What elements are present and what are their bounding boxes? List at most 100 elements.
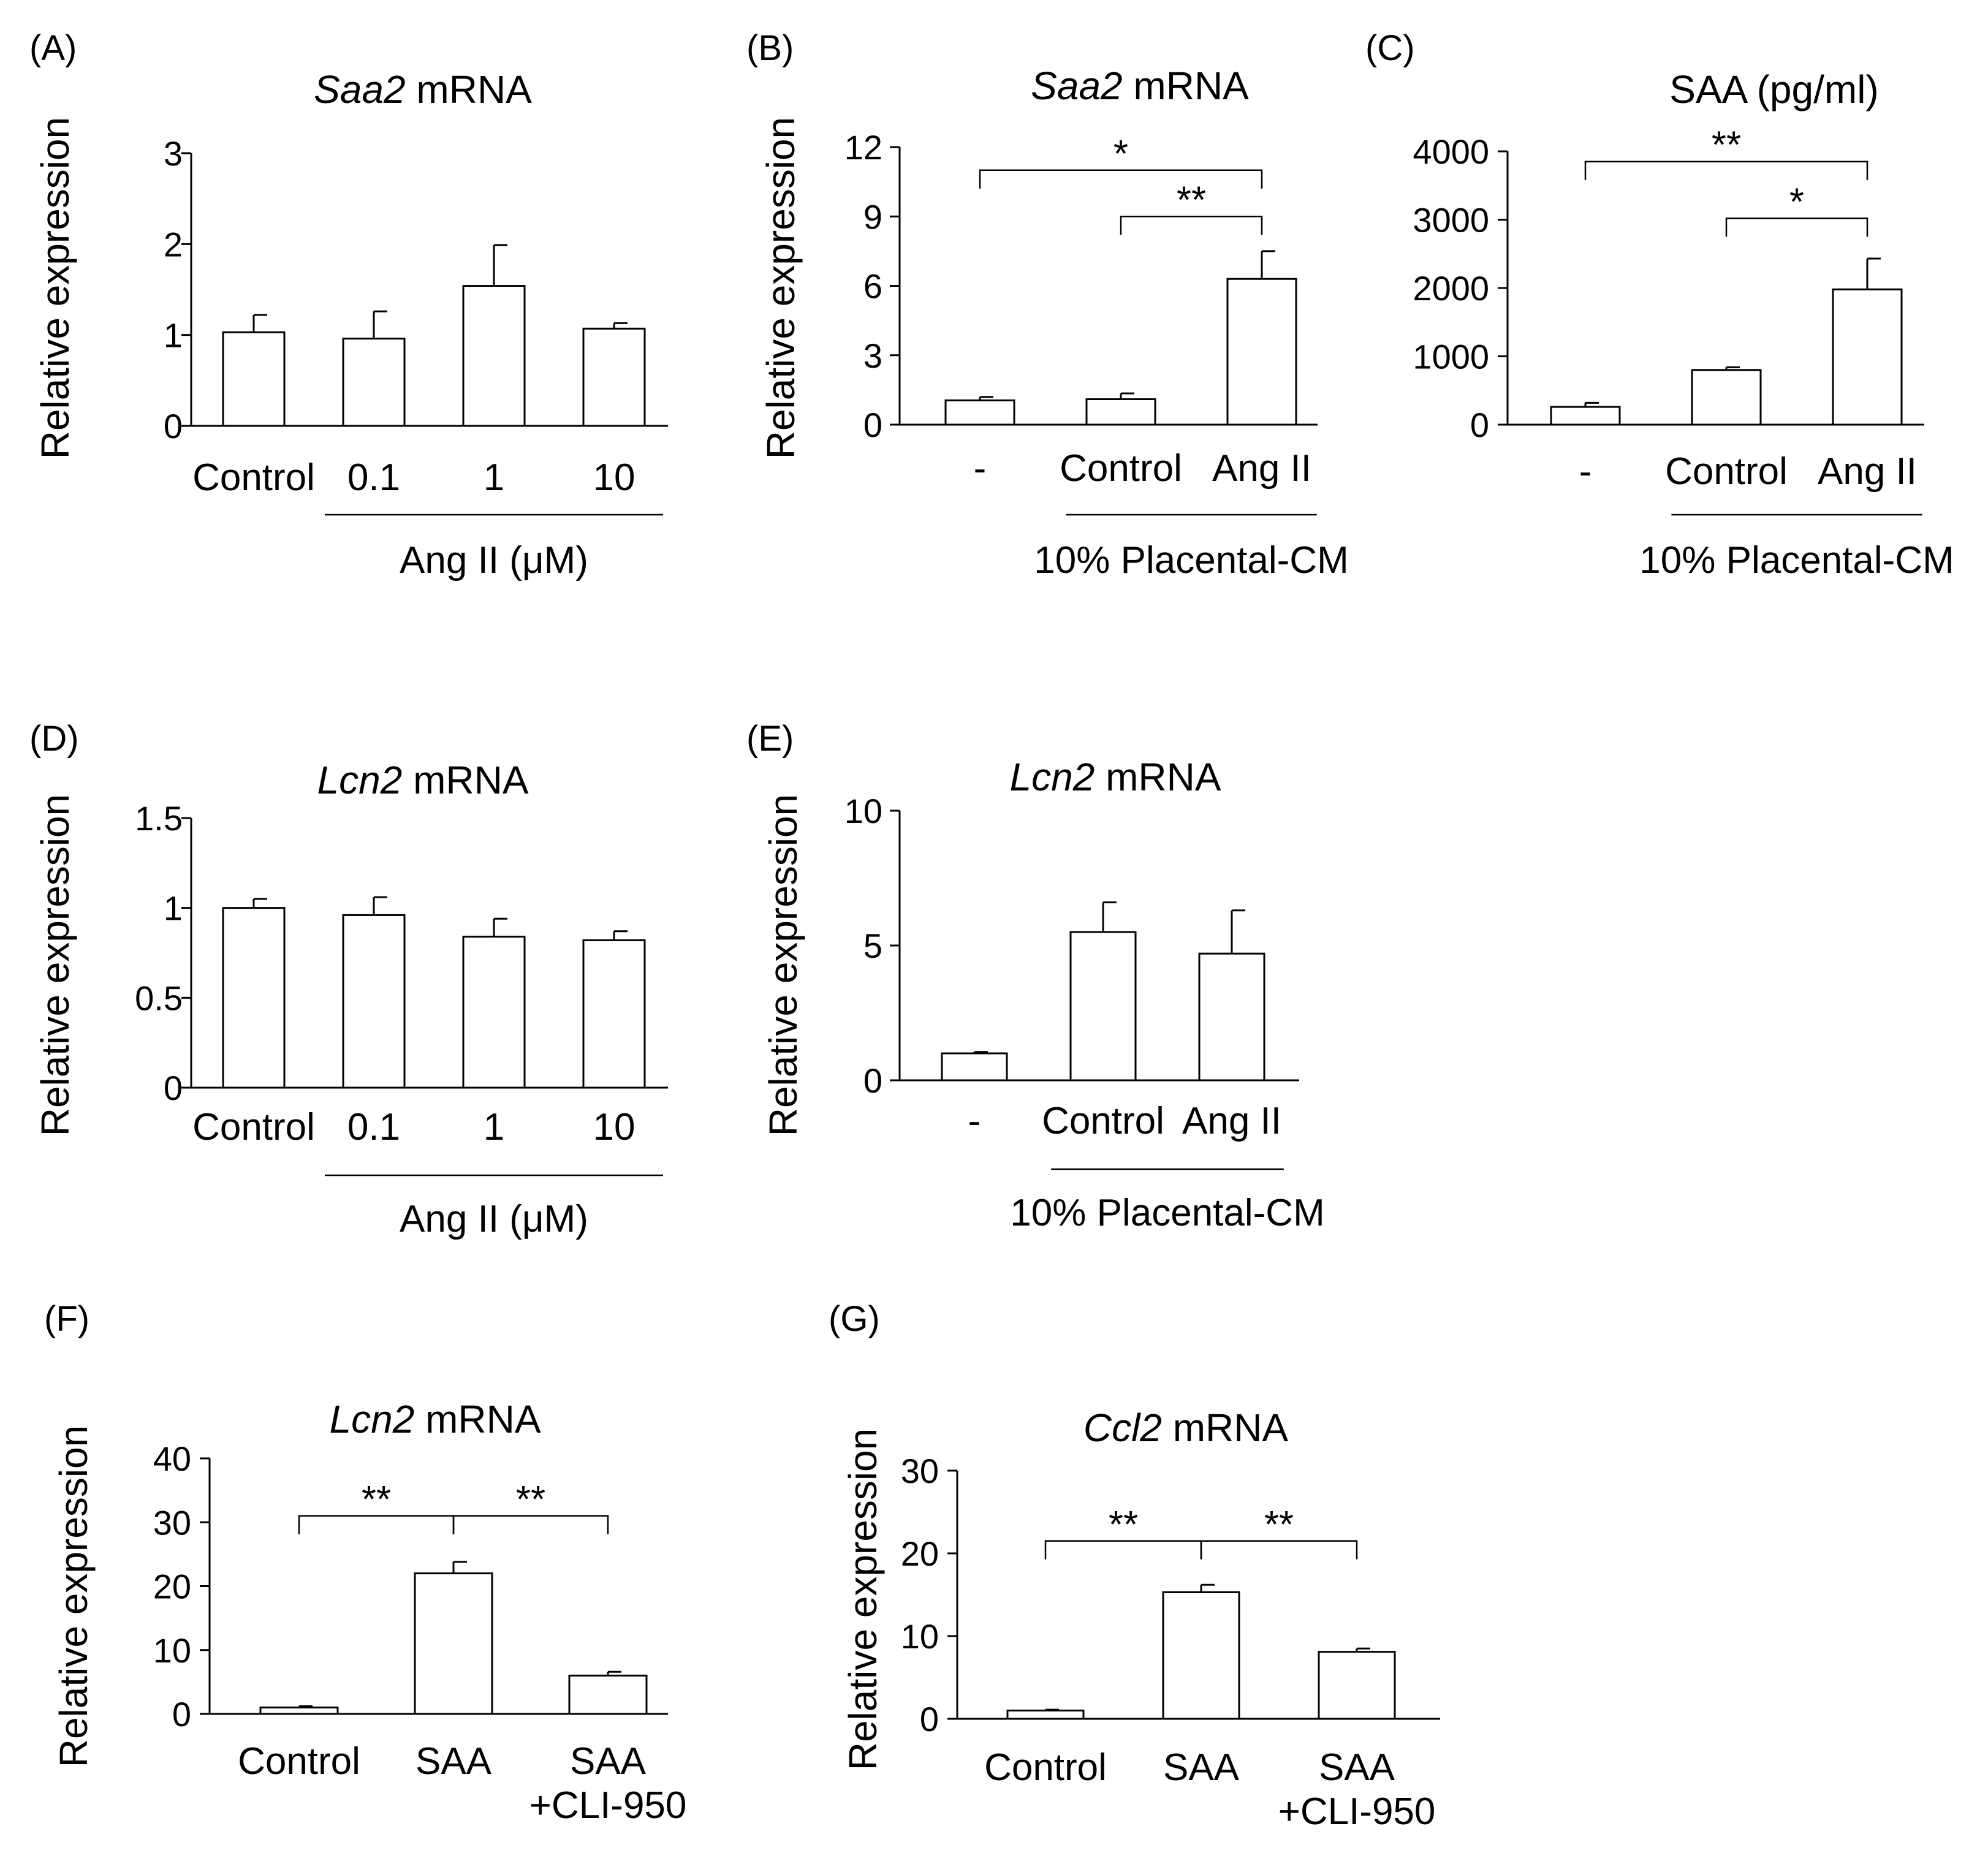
bar <box>1550 406 1621 426</box>
group-label: 10% Placental-CM <box>1010 1192 1324 1234</box>
chart-title-gene: Saa2 <box>314 67 405 112</box>
x-tick-label: 1 <box>484 1106 504 1148</box>
bar <box>222 907 286 1089</box>
y-tick-label: 0 <box>172 1695 191 1734</box>
significance-marker: ** <box>1712 124 1741 167</box>
y-tick-label: 20 <box>901 1534 939 1573</box>
chart-title-gene: Lcn2 <box>1010 755 1095 799</box>
y-tick-label: 30 <box>901 1452 939 1490</box>
y-tick-label: 0 <box>164 407 183 445</box>
y-axis-label: Relative expression <box>841 1428 885 1771</box>
chart-panel-2: (B) Saa2 mRNA Relative expression 0 3 6 9 12 - Co… <box>746 28 1349 582</box>
y-tick-label: 9 <box>863 197 882 236</box>
panel-letter: (G) <box>829 1299 880 1339</box>
chart-title-gene: Lcn2 <box>317 758 403 802</box>
y-tick-label: 0.5 <box>135 979 183 1017</box>
panel-letter: (F) <box>44 1299 89 1339</box>
chart-title: SAA (pg/ml) <box>1669 67 1878 112</box>
bar <box>582 939 646 1089</box>
y-axis-label: Relative expression <box>761 794 805 1137</box>
y-axis-label: Relative expression <box>33 117 77 460</box>
chart-title: Saa2 mRNA <box>314 67 532 112</box>
significance-bracket <box>452 1515 609 1534</box>
y-tick-label: 12 <box>844 128 882 167</box>
chart-title-gene: Ccl2 <box>1083 1406 1162 1450</box>
y-tick-label: 3 <box>164 134 183 173</box>
x-tick-label: Control <box>984 1746 1107 1789</box>
y-tick-label: 5 <box>863 926 882 965</box>
chart-panel-1: (A) Saa2 mRNA Relative expression 0 1 2 3 Contr… <box>29 28 668 582</box>
chart-title-gene: Saa2 <box>1031 64 1122 108</box>
y-tick-label: 0 <box>863 406 882 444</box>
x-tick-label: Ang II <box>1182 1100 1281 1142</box>
y-tick-label: 6 <box>863 267 882 306</box>
x-tick-label: - <box>1579 450 1592 493</box>
x-tick-label: Ang II <box>1818 450 1917 493</box>
panel-letter: (D) <box>29 719 79 759</box>
chart-title-text: mRNA <box>1123 64 1250 108</box>
y-axis-label: Relative expression <box>51 1425 96 1768</box>
significance-bracket <box>979 169 1263 189</box>
x-tick-label: +CLI-950 <box>529 1784 687 1827</box>
bar <box>462 936 526 1089</box>
x-tick-label: Control <box>1665 450 1788 493</box>
y-tick-label: 3000 <box>1413 201 1489 240</box>
bar <box>414 1572 493 1715</box>
y-tick-label: 1 <box>164 316 183 355</box>
y-axis-label: Relative expression <box>759 117 803 460</box>
chart-title-text: mRNA <box>414 1397 541 1441</box>
bar <box>568 1674 648 1715</box>
x-tick-label: 0.1 <box>347 1106 400 1148</box>
x-tick-label: - <box>968 1100 981 1142</box>
y-axis-label: Relative expression <box>33 794 77 1137</box>
group-label: Ang II (μM) <box>400 1198 588 1240</box>
chart-title-text: mRNA <box>1095 755 1221 799</box>
significance-marker: * <box>1789 181 1804 223</box>
x-tick-label: Control <box>192 457 315 499</box>
bar <box>1162 1591 1240 1720</box>
y-tick-label: 0 <box>863 1061 882 1100</box>
y-tick-label: 0 <box>1470 406 1489 444</box>
significance-bracket <box>1200 1540 1358 1559</box>
bar <box>342 914 406 1089</box>
y-tick-label: 10 <box>844 792 882 830</box>
chart-title: Lcn2 mRNA <box>317 758 529 802</box>
chart-panel-4: (D) Lcn2 mRNA Relative expression 0 0.5 1 1.5 C… <box>29 719 668 1240</box>
significance-marker: * <box>1114 133 1128 175</box>
chart-title: Saa2 mRNA <box>1031 64 1249 108</box>
bar <box>1318 1651 1396 1720</box>
y-tick-label: 2 <box>164 225 183 263</box>
chart-title: Lcn2 mRNA <box>1010 755 1221 799</box>
significance-bracket <box>1584 161 1868 180</box>
chart-panel-3: (C) SAA (pg/ml) 0 1000 2000 3000 4000 - Control A… <box>1365 28 1954 582</box>
y-tick-label: 30 <box>153 1503 191 1542</box>
chart-title-gene: Lcn2 <box>330 1397 415 1441</box>
panel-letter: (B) <box>746 28 794 68</box>
bar <box>1832 288 1903 426</box>
group-label: Ang II (μM) <box>400 539 588 582</box>
bar <box>1198 952 1265 1082</box>
significance-marker: ** <box>516 1479 545 1521</box>
y-tick-label: 1.5 <box>135 799 183 838</box>
x-tick-label: 1 <box>484 457 504 499</box>
y-tick-label: 2000 <box>1413 269 1489 308</box>
chart-panel-5: (E) Lcn2 mRNA Relative expression 0 5 10 - Cont… <box>746 719 1325 1234</box>
chart-title: Lcn2 mRNA <box>330 1397 541 1441</box>
y-tick-label: 10 <box>901 1617 939 1656</box>
panel-letter: (E) <box>746 719 794 759</box>
bar <box>462 285 526 427</box>
panel-letter: (C) <box>1365 28 1415 68</box>
chart-panel-6: (F) Lcn2 mRNA Relative expression 0 10 20 30 40… <box>44 1299 686 1827</box>
x-tick-label: SAA <box>570 1740 647 1783</box>
bar <box>342 338 406 427</box>
x-tick-label: +CLI-950 <box>1278 1790 1436 1833</box>
panel-letter: (A) <box>29 28 77 68</box>
chart-panel-7: (G) Ccl2 mRNA Relative expression 0 10 20 30 Co… <box>829 1299 1440 1833</box>
bar <box>259 1707 339 1715</box>
y-tick-label: 0 <box>164 1069 183 1107</box>
chart-title-text: mRNA <box>1162 1406 1289 1450</box>
bar <box>1691 369 1762 426</box>
x-tick-label: 10 <box>593 1106 635 1148</box>
x-tick-label: SAA <box>1163 1746 1240 1789</box>
